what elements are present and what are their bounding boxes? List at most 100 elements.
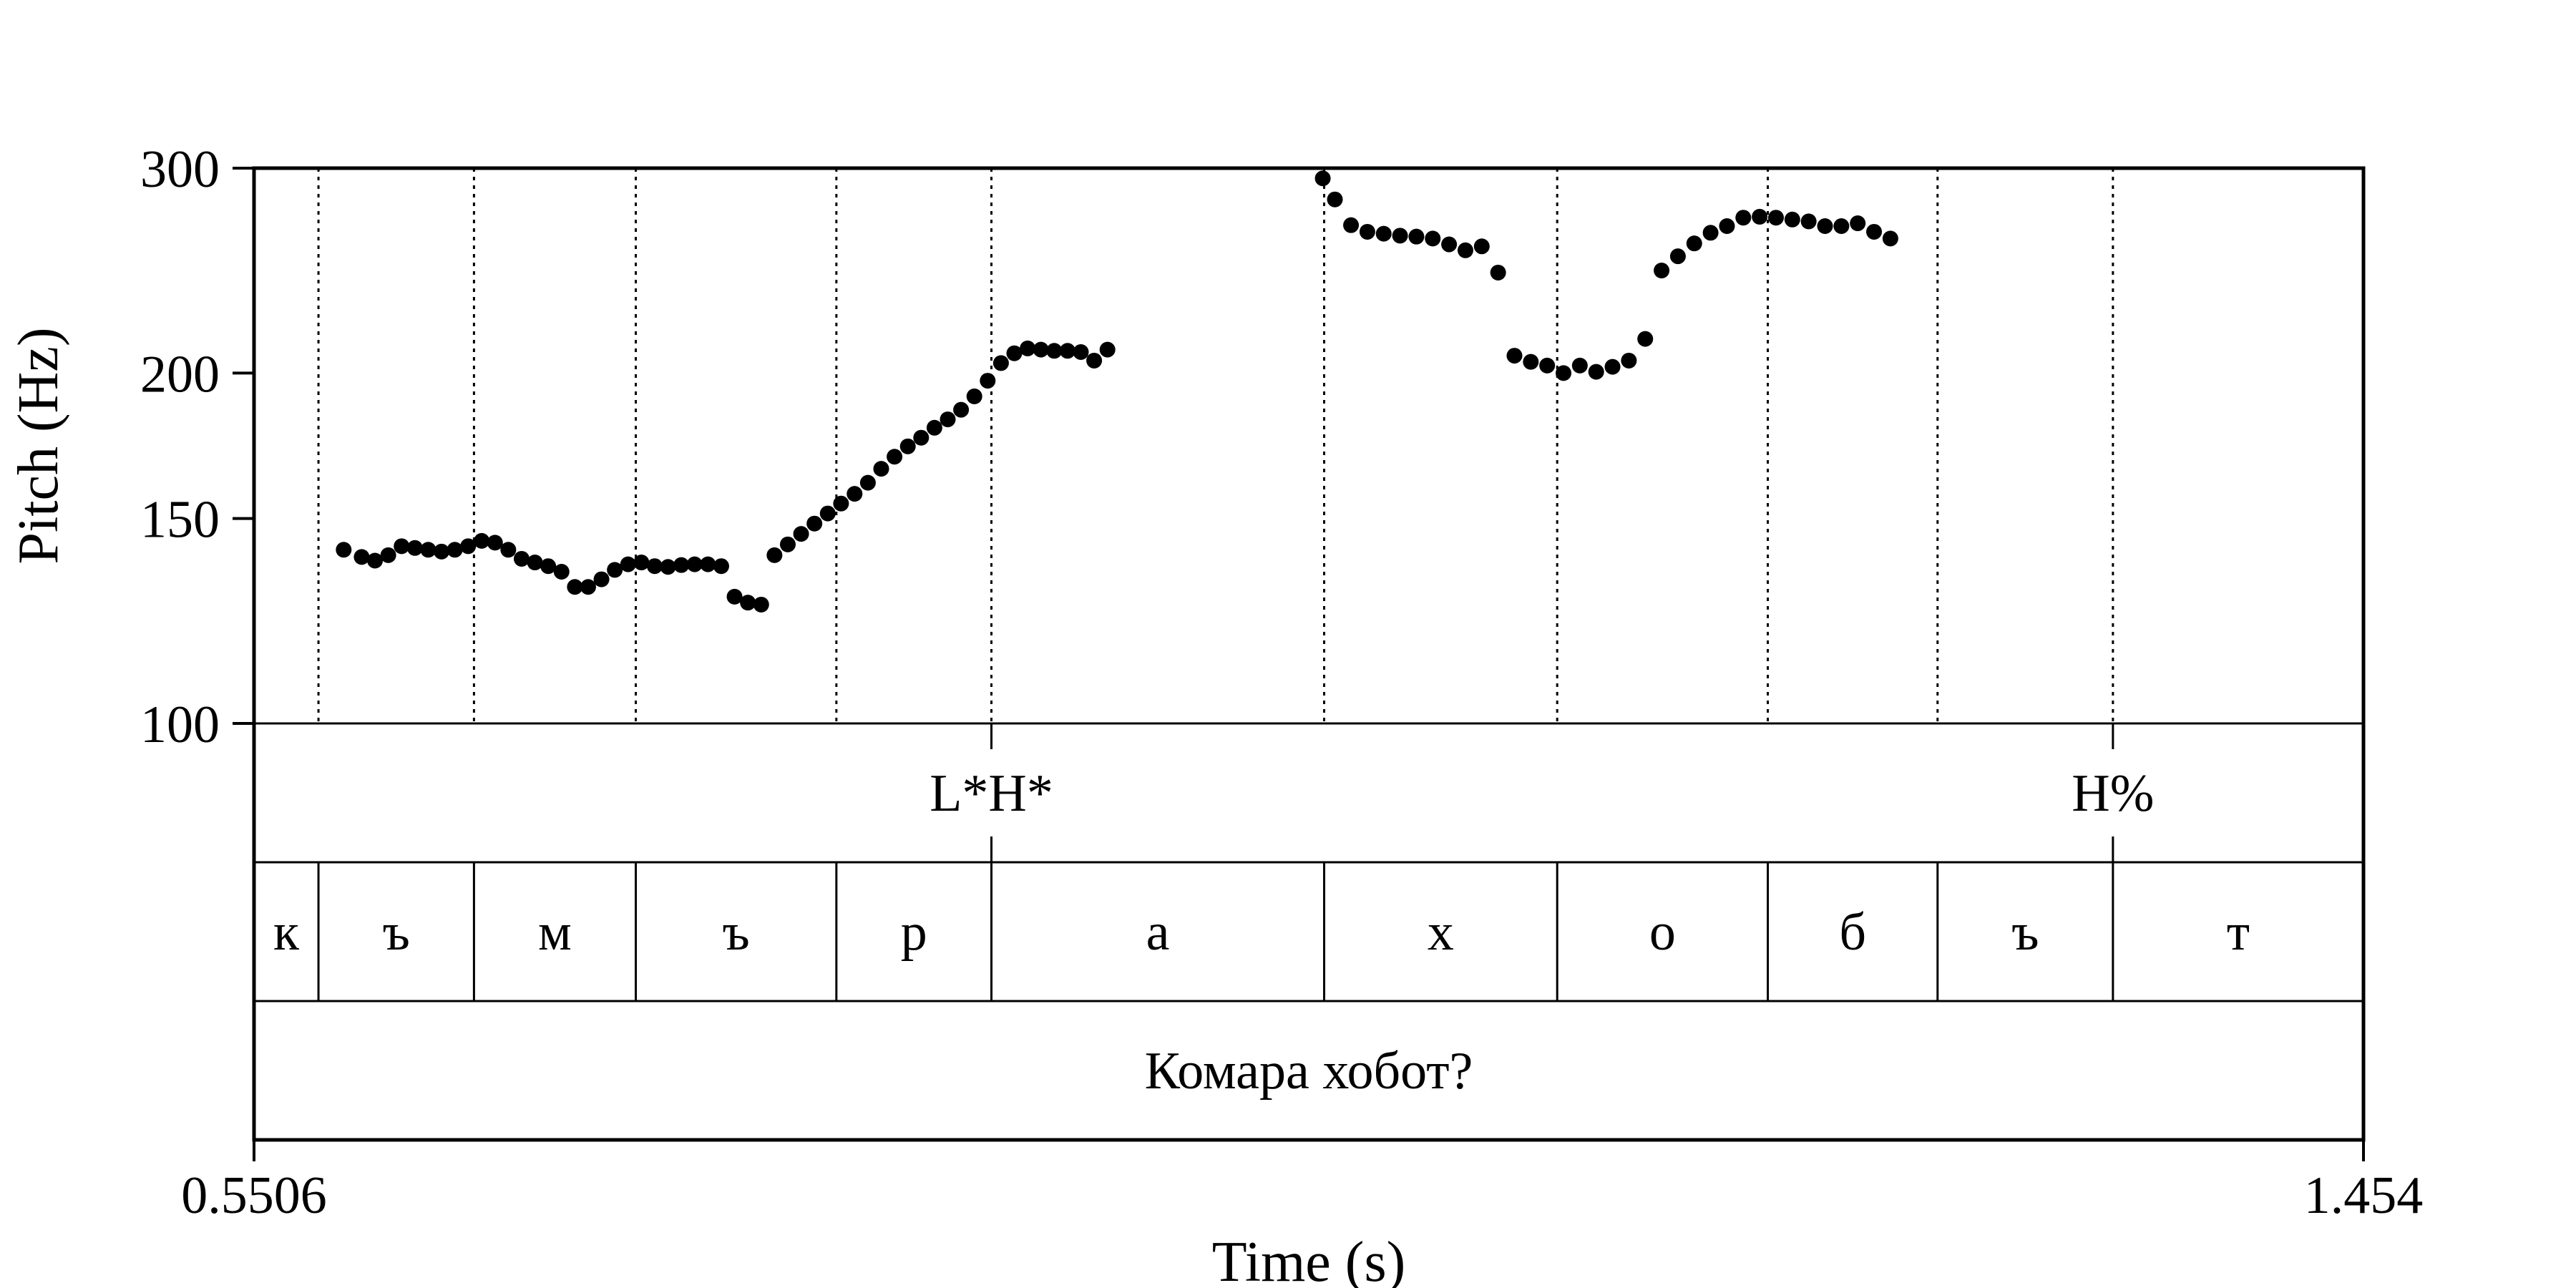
- pitch-point: [1702, 225, 1719, 241]
- segment-label: т: [2227, 903, 2250, 962]
- pitch-point: [1408, 228, 1425, 245]
- pitch-point: [1539, 357, 1556, 374]
- x-tick-label: 1.454: [2304, 1166, 2424, 1225]
- pitch-point: [806, 515, 823, 532]
- segment-label: а: [1146, 903, 1170, 962]
- segment-label: м: [538, 903, 572, 962]
- pitch-point: [1392, 228, 1408, 244]
- segment-label: ъ: [383, 903, 410, 962]
- pitch-point: [380, 547, 396, 563]
- pitch-point: [447, 542, 463, 558]
- pitch-point: [966, 388, 982, 404]
- pitch-point: [434, 543, 450, 560]
- annotation-tiers: L*H* H% к ъ м ъ р а х о б ъ т Комара хобот?: [254, 722, 2363, 1101]
- pitch-point: [1523, 353, 1539, 370]
- axes: 100 150 200 300 0.5506 1.454 Time (s) Pitch (Hz…: [7, 140, 2423, 1288]
- pitch-point: [779, 536, 796, 552]
- y-axis-title: Pitch (Hz): [7, 327, 70, 564]
- pitch-point: [686, 556, 703, 572]
- pitch-point: [1457, 242, 1473, 258]
- pitch-point: [620, 556, 636, 572]
- pitch-point: [980, 373, 996, 389]
- pitch-point: [859, 474, 876, 491]
- pitch-point: [1033, 341, 1049, 358]
- pitch-point: [1006, 345, 1023, 361]
- pitch-point: [1784, 211, 1800, 228]
- tone-label: L*H*: [930, 764, 1053, 823]
- pitch-point: [487, 535, 503, 551]
- pitch-point: [527, 555, 543, 571]
- pitch-point: [580, 579, 596, 595]
- y-tick-label: 150: [140, 491, 220, 550]
- y-tick-label: 300: [140, 140, 220, 199]
- pitch-point: [1375, 225, 1392, 242]
- segment-label: ъ: [723, 903, 750, 962]
- pitch-point: [1073, 343, 1089, 360]
- pitch-point: [740, 595, 756, 611]
- segment-label: х: [1428, 903, 1454, 962]
- segment-label: к: [273, 903, 300, 962]
- pitch-point: [1046, 343, 1063, 359]
- pitch-point: [1327, 191, 1343, 208]
- pitch-point: [1800, 213, 1817, 230]
- pitch-point: [1850, 215, 1866, 232]
- pitch-point: [1752, 208, 1768, 225]
- pitch-point: [940, 411, 956, 428]
- pitch-point: [1866, 223, 1883, 240]
- pitch-point: [673, 557, 690, 573]
- y-tick-label: 100: [140, 696, 220, 754]
- plot-area: [317, 168, 2114, 723]
- pitch-point: [953, 401, 970, 418]
- pitch-point: [540, 558, 557, 575]
- pitch-point: [1604, 358, 1621, 375]
- segment-label: р: [901, 903, 927, 962]
- pitch-point: [819, 505, 836, 522]
- pitch-point: [406, 540, 423, 556]
- y-tick-label: 200: [140, 345, 220, 404]
- pitch-point: [1637, 331, 1654, 347]
- pitch-point: [847, 486, 863, 502]
- pitch-point: [367, 552, 384, 569]
- pitch-point: [1669, 248, 1686, 265]
- pitch-point: [553, 564, 570, 580]
- pitch-point: [1020, 340, 1036, 356]
- pitch-point: [633, 555, 650, 571]
- tone-label: H%: [2072, 764, 2154, 823]
- pitch-point: [833, 495, 849, 512]
- pitch-point: [394, 538, 410, 555]
- pitch-point: [1621, 352, 1637, 369]
- pitch-point: [1359, 223, 1375, 240]
- pitch-point: [607, 562, 623, 578]
- pitch-point: [460, 538, 477, 555]
- pitch-point: [660, 559, 676, 575]
- pitch-point: [500, 542, 517, 558]
- pitch-point: [926, 419, 942, 436]
- pitch-point: [336, 542, 352, 558]
- pitch-point: [873, 461, 889, 477]
- pitch-point: [1441, 236, 1458, 253]
- pitch-point: [353, 549, 370, 565]
- pitch-point: [1654, 263, 1670, 279]
- pitch-point: [1059, 343, 1075, 359]
- pitch-point: [1817, 218, 1833, 234]
- pitch-point: [567, 579, 583, 595]
- pitch-point: [1735, 210, 1752, 226]
- pitch-point: [474, 532, 490, 549]
- pitch-point: [1425, 230, 1441, 247]
- x-tick-label: 0.5506: [181, 1166, 327, 1225]
- segment-label: б: [1839, 903, 1866, 962]
- x-axis-title: Time (s): [1212, 1231, 1405, 1288]
- pitch-point: [899, 438, 916, 454]
- pitch-point: [513, 550, 530, 567]
- pitch-point: [992, 355, 1009, 371]
- pitch-point: [1343, 217, 1360, 233]
- pitch-point: [1882, 230, 1898, 247]
- plot-frame: [252, 166, 2366, 1142]
- pitch-point: [1686, 235, 1702, 252]
- pitch-point: [1506, 348, 1523, 364]
- pitch-point: [646, 558, 663, 575]
- pitch-point: [1719, 218, 1735, 234]
- pitch-point: [420, 542, 436, 558]
- pitch-point: [913, 429, 930, 446]
